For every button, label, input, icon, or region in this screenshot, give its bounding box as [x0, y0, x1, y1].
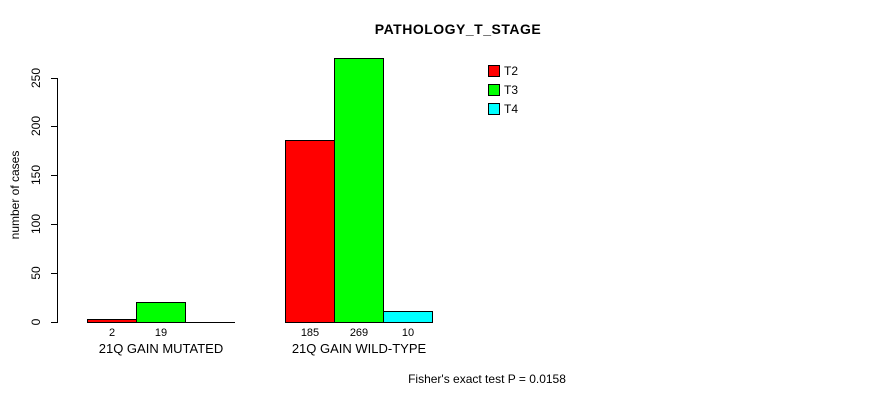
bar-t2-wildtype: [285, 140, 335, 323]
bar-count-label: 185: [300, 327, 320, 339]
y-axis-line: [57, 78, 58, 323]
legend-label-t2: T2: [504, 64, 519, 78]
legend-swatch-t3: [488, 84, 500, 96]
y-axis-tick-label: 200: [29, 115, 43, 137]
legend-swatch-t4: [488, 103, 500, 115]
y-axis-tick: [51, 322, 57, 323]
y-axis-tick-label: 100: [29, 213, 43, 235]
legend-label-t4: T4: [504, 102, 519, 116]
bar-count-label: 10: [401, 327, 415, 339]
legend-swatch-t2: [488, 65, 500, 77]
bar-count-label: 269: [349, 327, 369, 339]
bar-count-label: 19: [154, 327, 168, 339]
x-axis-category-label: 21Q GAIN WILD-TYPE: [291, 341, 427, 356]
y-axis-tick-label: 50: [29, 266, 43, 280]
bar-t4-wildtype: [383, 311, 433, 323]
chart-title: PATHOLOGY_T_STAGE: [374, 21, 542, 37]
legend-label-t3: T3: [504, 83, 519, 97]
bar-t3-mutated: [136, 302, 186, 323]
y-axis-tick: [51, 126, 57, 127]
bar-t2-mutated: [87, 319, 137, 323]
x-axis-category-label: 21Q GAIN MUTATED: [98, 341, 224, 356]
bar-count-label: 2: [108, 327, 116, 339]
y-axis-tick: [51, 175, 57, 176]
y-axis-tick: [51, 273, 57, 274]
y-axis-tick-label: 250: [29, 67, 43, 89]
bar-t3-wildtype: [334, 58, 384, 323]
fisher-test-annotation: Fisher's exact test P = 0.0158: [408, 372, 566, 386]
y-axis-tick-label: 150: [29, 164, 43, 186]
y-axis-tick: [51, 78, 57, 79]
y-axis-tick-label: 0: [29, 318, 43, 326]
y-axis-tick: [51, 224, 57, 225]
